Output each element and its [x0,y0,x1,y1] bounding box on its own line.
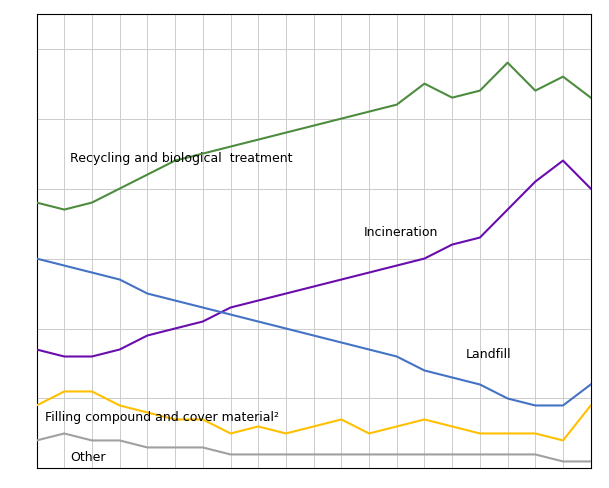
Text: Filling compound and cover material²: Filling compound and cover material² [45,410,279,423]
Text: Landfill: Landfill [466,347,512,360]
Text: Recycling and biological  treatment: Recycling and biological treatment [70,152,292,165]
Text: Incineration: Incineration [364,225,438,238]
Text: Other: Other [70,450,105,463]
